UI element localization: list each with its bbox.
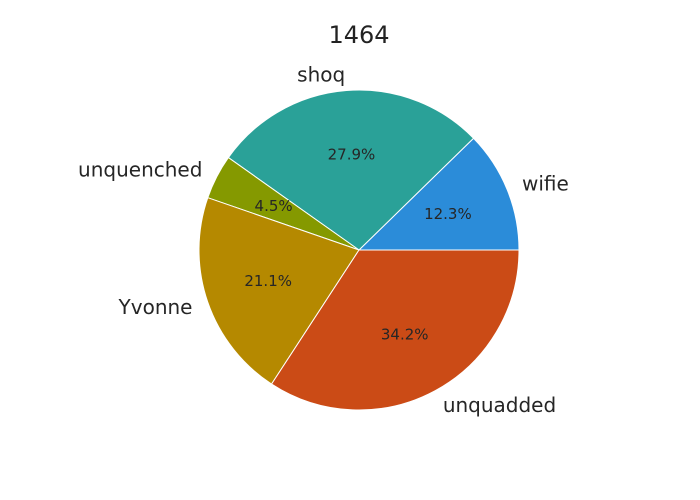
pie-slice-yvonne — [198, 197, 360, 385]
chart-title: 1464 — [328, 21, 389, 49]
pie-category-label-wifie: wifie — [522, 172, 569, 196]
pie-slice-unquadded — [270, 249, 520, 411]
pie-percent-labels: 12.3% 27.9% 4.5% 21.1% 34.2% — [244, 145, 471, 343]
pie-slice-shoq — [227, 89, 475, 251]
pie-category-label-shoq: shoq — [297, 63, 345, 87]
pie-percent-label-yvonne: 21.1% — [244, 272, 292, 290]
pie-category-labels: wifie shoq unquenched Yvonne unquadded — [78, 63, 569, 417]
pie-category-label-unquadded: unquadded — [443, 393, 556, 417]
pie-category-label-yvonne: Yvonne — [118, 295, 193, 319]
pie-percent-label-unquenched: 4.5% — [255, 197, 293, 215]
pie-percent-label-wifie: 12.3% — [424, 205, 472, 223]
pie-slices — [198, 89, 520, 411]
pie-percent-label-shoq: 27.9% — [328, 145, 376, 163]
pie-category-label-unquenched: unquenched — [78, 158, 202, 182]
pie-percent-label-unquadded: 34.2% — [381, 325, 429, 343]
pie-slice-wifie — [357, 137, 520, 251]
